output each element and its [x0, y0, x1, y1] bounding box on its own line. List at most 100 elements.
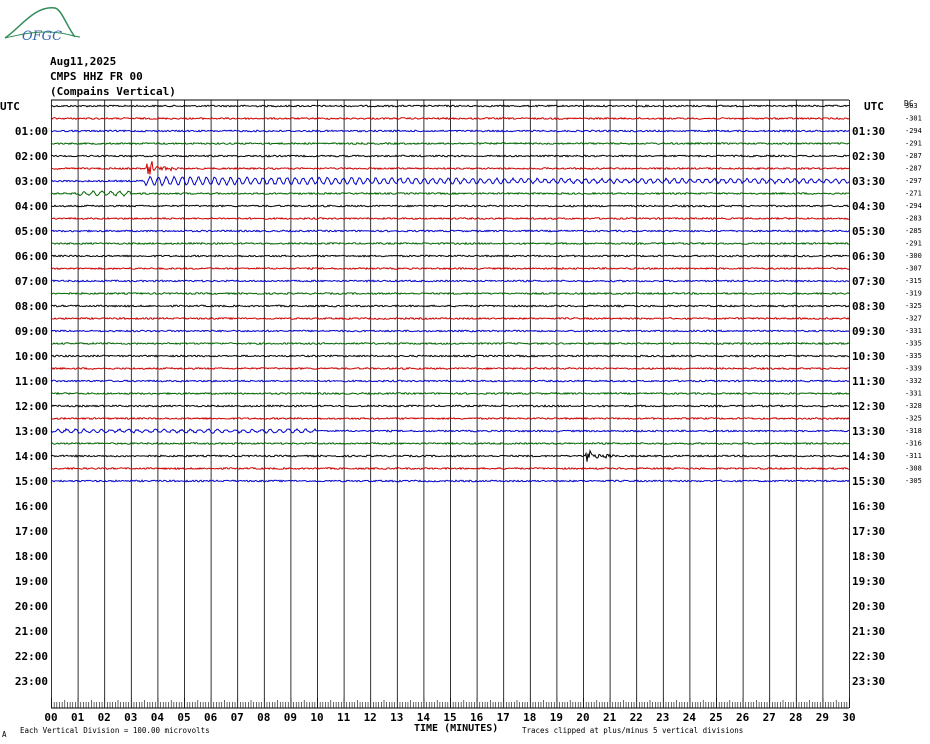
dc-label: DC — [904, 99, 914, 108]
right-hour-label: 19:30 — [852, 575, 885, 588]
right-hour-label: 13:30 — [852, 425, 885, 438]
seismic-trace — [50, 216, 850, 221]
clip-note: Traces clipped at plus/minus 5 vertical … — [522, 726, 744, 735]
left-hour-label: 20:00 — [15, 600, 48, 613]
left-hour-label: 19:00 — [15, 575, 48, 588]
seismic-trace — [50, 241, 850, 246]
left-hour-label: 17:00 — [15, 525, 48, 538]
dc-offset-label: -325 — [905, 302, 922, 310]
left-hour-label: 03:00 — [15, 175, 48, 188]
seismic-trace — [50, 341, 850, 346]
date-label: Aug11,2025 — [50, 55, 117, 68]
right-hour-label: 11:30 — [852, 375, 885, 388]
x-tick-label: 23 — [656, 711, 669, 724]
seismic-trace — [50, 129, 850, 133]
corner-mark: A — [2, 730, 7, 739]
right-hour-label: 05:30 — [852, 225, 885, 238]
dc-offset-label: 303 — [905, 102, 918, 110]
seismic-trace — [50, 161, 850, 175]
left-hour-label: 06:00 — [15, 250, 48, 263]
x-tick-label: 29 — [816, 711, 829, 724]
x-tick-label: 30 — [842, 711, 855, 724]
left-hour-label: 02:00 — [15, 150, 48, 163]
traces — [50, 104, 850, 483]
seismic-trace — [50, 279, 850, 283]
right-hour-label: 02:30 — [852, 150, 885, 163]
left-hour-label: 07:00 — [15, 275, 48, 288]
dc-offset-label: -294 — [905, 127, 922, 135]
station-label: CMPS HHZ FR 00 — [50, 70, 143, 83]
left-hour-label: 05:00 — [15, 225, 48, 238]
right-hour-label: 18:30 — [852, 550, 885, 563]
dc-offset-label: -318 — [905, 427, 922, 435]
right-hour-label: 22:30 — [852, 650, 885, 663]
axis-labels: 00 01 02 03 04 05 06 07 08 09 10 11 12 13 14 15 16 17 18 19… — [15, 102, 922, 724]
x-tick-label: 01 — [71, 711, 85, 724]
right-hour-label: 10:30 — [852, 350, 885, 363]
dc-offset-label: -328 — [905, 402, 922, 410]
left-hour-label: 08:00 — [15, 300, 48, 313]
right-hour-label: 03:30 — [852, 175, 885, 188]
dc-offset-label: -291 — [905, 140, 922, 148]
x-tick-label: 10 — [310, 711, 323, 724]
left-hour-label: 01:00 — [15, 125, 48, 138]
dc-offset-label: -297 — [905, 177, 922, 185]
x-tick-label: 24 — [683, 711, 697, 724]
x-tick-label: 04 — [151, 711, 165, 724]
left-hour-label: 04:00 — [15, 200, 48, 213]
dc-offset-label: -287 — [905, 165, 922, 173]
right-hour-label: 17:30 — [852, 525, 885, 538]
location-label: (Compains Vertical) — [50, 85, 176, 98]
left-axis-title: UTC — [0, 100, 20, 113]
dc-offset-label: -335 — [905, 340, 922, 348]
left-hour-label: 18:00 — [15, 550, 48, 563]
right-hour-label: 16:30 — [852, 500, 885, 513]
dc-offset-label: -300 — [905, 252, 922, 260]
x-tick-label: 15 — [443, 711, 456, 724]
seismic-trace — [50, 391, 850, 396]
seismic-trace — [50, 229, 850, 233]
dc-offset-label: -307 — [905, 265, 922, 273]
seismic-trace — [50, 254, 850, 258]
right-hour-label: 21:30 — [852, 625, 885, 638]
grid — [51, 99, 850, 709]
seismic-trace — [50, 154, 850, 158]
right-hour-label: 09:30 — [852, 325, 885, 338]
dc-offset-label: -287 — [905, 152, 922, 160]
seismic-trace — [50, 116, 850, 121]
dc-offset-label: -291 — [905, 240, 922, 248]
left-hour-label: 15:00 — [15, 475, 48, 488]
x-tick-label: 00 — [44, 711, 57, 724]
seismic-trace — [50, 204, 850, 208]
x-axis-title: TIME (MINUTES) — [414, 723, 499, 734]
dc-offset-label: -331 — [905, 390, 922, 398]
dc-offset-label: -301 — [905, 115, 922, 123]
right-hour-label: 20:30 — [852, 600, 885, 613]
left-hour-label: 11:00 — [15, 375, 48, 388]
dc-offset-label: -271 — [905, 190, 922, 198]
seismic-trace — [50, 379, 850, 383]
dc-offset-label: -305 — [905, 477, 922, 485]
right-hour-label: 12:30 — [852, 400, 885, 413]
right-axis-title: UTC — [864, 100, 884, 113]
x-tick-label: 17 — [497, 711, 510, 724]
x-tick-label: 12 — [364, 711, 377, 724]
seismic-trace — [50, 404, 850, 408]
left-hour-label: 21:00 — [15, 625, 48, 638]
x-tick-label: 07 — [231, 711, 244, 724]
dc-offset-label: -327 — [905, 315, 922, 323]
right-hour-label: 08:30 — [852, 300, 885, 313]
left-hour-label: 22:00 — [15, 650, 48, 663]
right-hour-label: 14:30 — [852, 450, 885, 463]
seismic-trace — [50, 466, 850, 471]
x-tick-label: 22 — [630, 711, 643, 724]
seismic-trace — [50, 354, 850, 358]
scale-note: Each Vertical Division = 100.00 microvol… — [20, 726, 210, 735]
ofgc-logo: OFGC — [4, 7, 81, 44]
seismic-trace — [50, 416, 850, 421]
seismic-trace — [50, 427, 850, 435]
dc-offset-label: -335 — [905, 352, 922, 360]
left-hour-label: 23:00 — [15, 675, 48, 688]
x-tick-label: 05 — [177, 711, 190, 724]
